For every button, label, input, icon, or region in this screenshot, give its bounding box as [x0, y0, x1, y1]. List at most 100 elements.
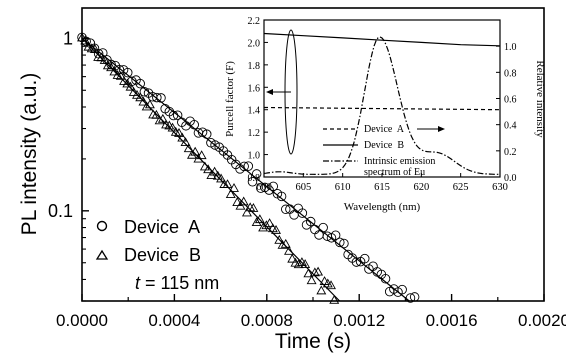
data-point-device-b	[306, 275, 317, 285]
data-point-device-a	[243, 161, 254, 171]
data-point-device-a	[305, 216, 316, 227]
x-tick-label: 0.0000	[56, 311, 108, 330]
data-point-device-b	[174, 127, 184, 137]
inset-line-device-b	[263, 32, 501, 47]
data-point-device-b	[196, 150, 207, 160]
right-axis-indicator-arrowhead	[438, 126, 445, 132]
thickness-symbol: t	[135, 273, 141, 293]
inset-right-tick-label: 0.8	[504, 68, 517, 79]
x-tick-label: 0.0004	[148, 311, 200, 330]
inset-right-axis-label: Relative intensity	[534, 60, 546, 138]
data-point-device-a	[122, 67, 133, 78]
data-point-device-a	[339, 238, 349, 249]
inset-x-tick-label: 605	[295, 182, 311, 193]
data-point-device-a	[318, 222, 328, 233]
data-point-device-b	[128, 86, 139, 96]
inset-legend-label-emission-2: spectrum of Eu	[364, 167, 425, 178]
inset-left-axis-label: Purcell factor (F)	[224, 61, 236, 137]
inset-x-tick-label: 610	[335, 182, 351, 193]
data-point-device-a	[239, 161, 249, 172]
legend-marker-device-b	[95, 249, 109, 260]
inset-right-tick-label: 0.2	[504, 147, 517, 158]
inset-left-tick-label: 1.2	[248, 128, 261, 139]
inset-legend-label-emission-1: Intrinsic emission	[364, 156, 435, 167]
legend-label-device-b: Device B	[124, 245, 201, 265]
inset-x-axis-label: Wavelength (nm)	[344, 201, 421, 213]
y-tick-label: 1	[63, 28, 73, 48]
inset-line-emission	[263, 36, 500, 175]
data-point-device-a	[280, 204, 291, 215]
data-point-device-b	[96, 52, 107, 62]
data-point-device-b	[138, 96, 149, 106]
data-point-device-b	[109, 66, 120, 76]
data-point-device-a	[172, 110, 183, 120]
data-point-device-b	[86, 43, 97, 53]
data-point-device-b	[77, 32, 87, 42]
inset-left-tick-label: 2.0	[248, 38, 261, 49]
data-point-device-a	[268, 181, 279, 192]
inset-right-tick-label: 0.4	[504, 121, 517, 132]
inset-left-tick-label: 2.2	[248, 16, 261, 27]
data-point-device-b	[284, 245, 294, 255]
main-legend: Device A Device B t = 115 nm	[95, 217, 219, 293]
data-point-device-b	[151, 109, 162, 119]
data-point-device-b	[274, 234, 285, 244]
data-point-device-b	[235, 200, 246, 210]
legend-marker-device-a	[96, 220, 108, 232]
inset-line-device-a	[263, 106, 501, 111]
inset-chart: 600 605 610 615 620 625 630 0.8 1.0 1.2 1.4 1.6 1.8 2…	[224, 16, 546, 213]
inset-left-tick-label: 1.0	[248, 151, 261, 162]
left-axis-indicator-arrowhead	[266, 89, 273, 95]
data-point-device-b	[232, 197, 243, 206]
x-tick-label: 0.0008	[241, 311, 293, 330]
data-point-device-b	[183, 143, 194, 153]
x-tick-label: 0.0012	[333, 311, 385, 330]
inset-right-tick-label: 1.0	[504, 42, 517, 53]
data-point-device-b	[271, 224, 282, 234]
data-point-device-a	[310, 224, 320, 235]
x-axis-label: Time (s)	[275, 330, 351, 353]
thickness-annotation: t = 115 nm	[135, 273, 219, 293]
inset-left-tick-label: 1.8	[248, 61, 261, 72]
data-point-device-b	[313, 266, 324, 276]
inset-left-tick-label: 1.6	[248, 83, 261, 94]
inset-legend-label-device-a: Device A	[364, 124, 405, 135]
inset-x-tick-label: 615	[374, 182, 390, 193]
x-tick-label: 0.0020	[518, 311, 566, 330]
data-point-device-b	[248, 203, 259, 212]
data-point-device-b	[264, 218, 275, 227]
y-tick-label: 0.1	[48, 201, 73, 221]
data-point-device-b	[251, 217, 262, 227]
legend-label-device-a: Device A	[124, 217, 200, 237]
data-point-device-b	[229, 183, 239, 192]
inset-x-tick-label: 625	[453, 182, 469, 193]
data-point-device-b	[293, 259, 304, 269]
data-point-device-b	[326, 280, 336, 290]
inset-right-tick-label: 0.6	[504, 95, 517, 106]
data-point-device-a	[330, 230, 341, 241]
data-point-device-b	[225, 189, 236, 199]
inset-x-tick-label: 630	[492, 182, 508, 193]
inset-x-tick-label: 620	[413, 182, 429, 193]
inset-legend-label-device-b: Device B	[364, 140, 404, 151]
data-point-device-b	[106, 62, 117, 72]
thickness-value: = 115 nm	[140, 273, 219, 293]
inset-frame	[263, 19, 501, 178]
inset-left-tick-label: 0.8	[248, 173, 261, 184]
x-tick-label: 0.0016	[426, 311, 478, 330]
data-point-device-a	[135, 78, 145, 89]
fit-line	[81, 37, 410, 302]
data-point-device-b	[316, 285, 327, 295]
inset-x-tick-label: 600	[256, 182, 272, 193]
y-axis-label: PL intensity (a.u.)	[18, 73, 41, 236]
data-point-device-b	[186, 149, 197, 159]
data-point-device-a	[289, 210, 299, 220]
data-point-device-b	[287, 253, 298, 263]
data-point-device-a	[152, 92, 162, 103]
data-point-device-a	[276, 191, 287, 202]
data-point-device-a	[359, 253, 370, 264]
inset-left-tick-label: 1.4	[248, 106, 261, 117]
inset-right-tick-label: 0.0	[504, 173, 517, 184]
data-point-device-b	[258, 222, 269, 232]
